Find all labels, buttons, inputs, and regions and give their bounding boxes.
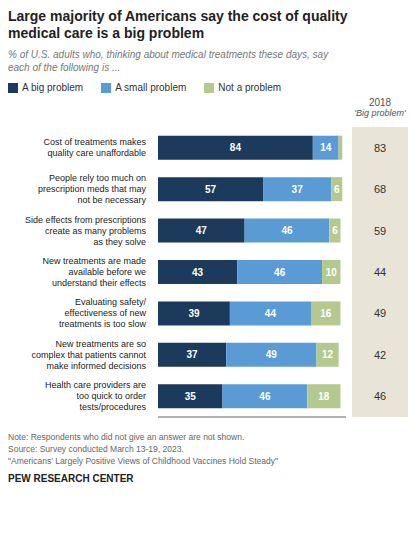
svg-text:14: 14 xyxy=(320,142,332,153)
svg-text:6: 6 xyxy=(332,225,338,236)
svg-text:46: 46 xyxy=(281,225,293,236)
html-text:2018: 2018 xyxy=(368,97,392,108)
svg-text:39: 39 xyxy=(188,308,200,319)
svg-text:People rely too much onprescri: People rely too much onprescription meds… xyxy=(38,173,147,205)
html-text:44: 44 xyxy=(373,266,387,278)
svg-text:37: 37 xyxy=(292,184,304,195)
svg-text:35: 35 xyxy=(185,391,197,402)
html-text:PEW RESEARCH CENTER: PEW RESEARCH CENTER xyxy=(8,473,134,484)
svg-text:Cost of treatments makesqualit: Cost of treatments makesquality care una… xyxy=(43,137,146,158)
html-text:A big problem: A big problem xyxy=(22,82,84,93)
svg-text:43: 43 xyxy=(192,267,204,278)
svg-text:6: 6 xyxy=(334,184,340,195)
svg-text:12: 12 xyxy=(322,349,334,360)
html-text:59: 59 xyxy=(373,224,387,237)
svg-text:84: 84 xyxy=(230,142,242,153)
html-text:% of U.S. adults who, thinking: % of U.S. adults who, thinking about med… xyxy=(8,49,329,73)
html-text:42: 42 xyxy=(373,348,387,361)
html-text:83: 83 xyxy=(373,141,387,154)
svg-text:46: 46 xyxy=(274,267,286,278)
svg-text:New treatments are madeavailab: New treatments are madeavailable before … xyxy=(42,256,146,288)
html-text:'Big problem': 'Big problem' xyxy=(354,108,406,118)
svg-text:18: 18 xyxy=(318,391,330,402)
html-text:Not a problem: Not a problem xyxy=(218,82,282,93)
svg-text:Health care providers aretoo q: Health care providers aretoo quick to or… xyxy=(45,380,147,412)
svg-text:16: 16 xyxy=(320,308,332,319)
svg-text:46: 46 xyxy=(259,391,271,402)
svg-text:47: 47 xyxy=(196,225,208,236)
svg-text:57: 57 xyxy=(205,184,217,195)
svg-text:37: 37 xyxy=(187,349,199,360)
html-text:Note: Respondents who did not: Note: Respondents who did not give an an… xyxy=(8,432,278,466)
svg-text:Side effects from prescription: Side effects from prescriptionscreate as… xyxy=(25,215,146,247)
svg-text:Evaluating safety/effectivenes: Evaluating safety/effectiveness of newtr… xyxy=(59,297,147,329)
svg-text:10: 10 xyxy=(326,267,338,278)
svg-text:New treatments are socomplex t: New treatments are socomplex that patien… xyxy=(31,339,146,371)
html-text:A small problem: A small problem xyxy=(115,82,187,93)
html-text:46: 46 xyxy=(373,390,387,403)
svg-text:49: 49 xyxy=(266,349,278,360)
html-text:49: 49 xyxy=(373,307,387,320)
html-text:68: 68 xyxy=(373,183,387,196)
svg-text:44: 44 xyxy=(265,308,277,319)
html-text:Large majority of Americans sa: Large majority of Americans say the cost… xyxy=(8,8,348,41)
